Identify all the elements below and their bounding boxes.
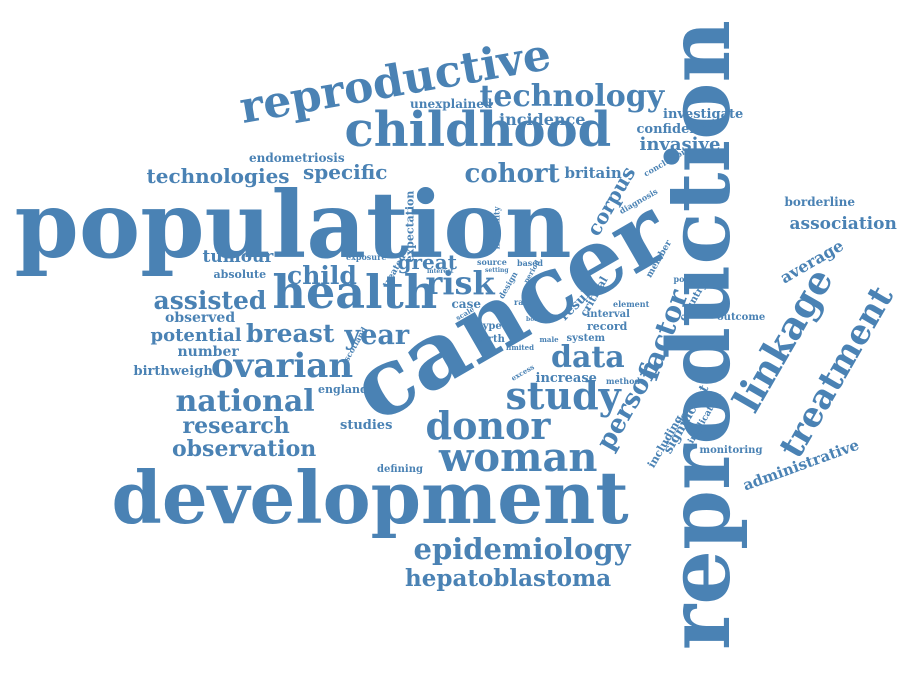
word-association: association — [789, 213, 897, 234]
word-child: child — [287, 260, 357, 290]
word-confidence: confidence — [636, 121, 716, 137]
word-interval: interval — [586, 309, 630, 320]
word-health: health — [272, 265, 438, 319]
word-technology: technology — [479, 79, 665, 114]
word-epidemiology: epidemiology — [413, 531, 631, 566]
word-setting: setting — [485, 267, 509, 274]
word-national: national — [175, 384, 315, 419]
word-number: number — [177, 344, 239, 360]
word-possible: possible — [673, 274, 711, 284]
word-hepatoblastoma: hepatoblastoma — [405, 564, 612, 592]
word-risk: risk — [425, 264, 495, 302]
word-assisted: assisted — [153, 285, 267, 315]
word-year: year — [344, 319, 410, 351]
word-technologies: technologies — [146, 164, 290, 188]
word-development: development — [111, 455, 629, 540]
word-childhood: childhood — [344, 102, 612, 158]
word-monitoring: monitoring — [699, 445, 763, 456]
word-birthweight: birthweight — [133, 363, 219, 379]
word-method: method — [606, 376, 640, 386]
word-element: element — [613, 299, 650, 309]
word-ovarian: ovarian — [211, 346, 354, 386]
word-absolute: absolute — [213, 267, 267, 281]
word-interest: interest — [427, 268, 454, 275]
word-limited: limited — [506, 342, 534, 352]
word-born: born — [526, 316, 542, 323]
word-endometriosis: endometriosis — [249, 151, 345, 165]
word-breast: breast — [246, 318, 335, 348]
word-source: source — [477, 257, 507, 267]
word-tumour: tumour — [202, 246, 274, 267]
word-study: study — [505, 373, 621, 418]
word-increase: increase — [535, 370, 597, 386]
word-england: england — [318, 382, 368, 396]
word-donor: donor — [425, 403, 551, 448]
word-research: research — [182, 413, 290, 439]
word-male: male — [539, 334, 559, 344]
word-based: based — [517, 258, 543, 268]
word-exposure: exposure — [346, 252, 387, 262]
word-potential: potential — [150, 325, 242, 346]
word-birth: birth — [477, 334, 505, 345]
word-expectation: expectation — [403, 190, 417, 262]
word-system: system — [566, 333, 606, 344]
word-cohort: cohort — [464, 159, 560, 189]
word-observation: observation — [172, 436, 317, 462]
word-specific: specific — [303, 160, 388, 184]
word-invasive: invasive — [639, 134, 721, 155]
word-data: data — [551, 340, 625, 375]
word-record: record — [587, 319, 628, 333]
word-borderline: borderline — [784, 195, 856, 209]
word-woman: woman — [439, 434, 598, 481]
word-incidence: incidence — [499, 110, 586, 129]
word-studies: studies — [340, 417, 393, 433]
word-infertility: infertility — [490, 206, 501, 250]
word-unexplained: unexplained — [410, 97, 493, 111]
word-investigate: investigate — [663, 106, 744, 122]
word-observed: observed — [165, 310, 236, 326]
word-great: great — [397, 250, 457, 274]
word-population: population — [14, 171, 572, 279]
word-britain: britain — [564, 163, 622, 182]
word-case: case — [451, 297, 481, 311]
word-rate: rate — [514, 297, 533, 307]
word-type: type — [478, 321, 502, 332]
word-defining: defining — [377, 464, 423, 475]
word-outcome: outcome — [717, 312, 766, 323]
